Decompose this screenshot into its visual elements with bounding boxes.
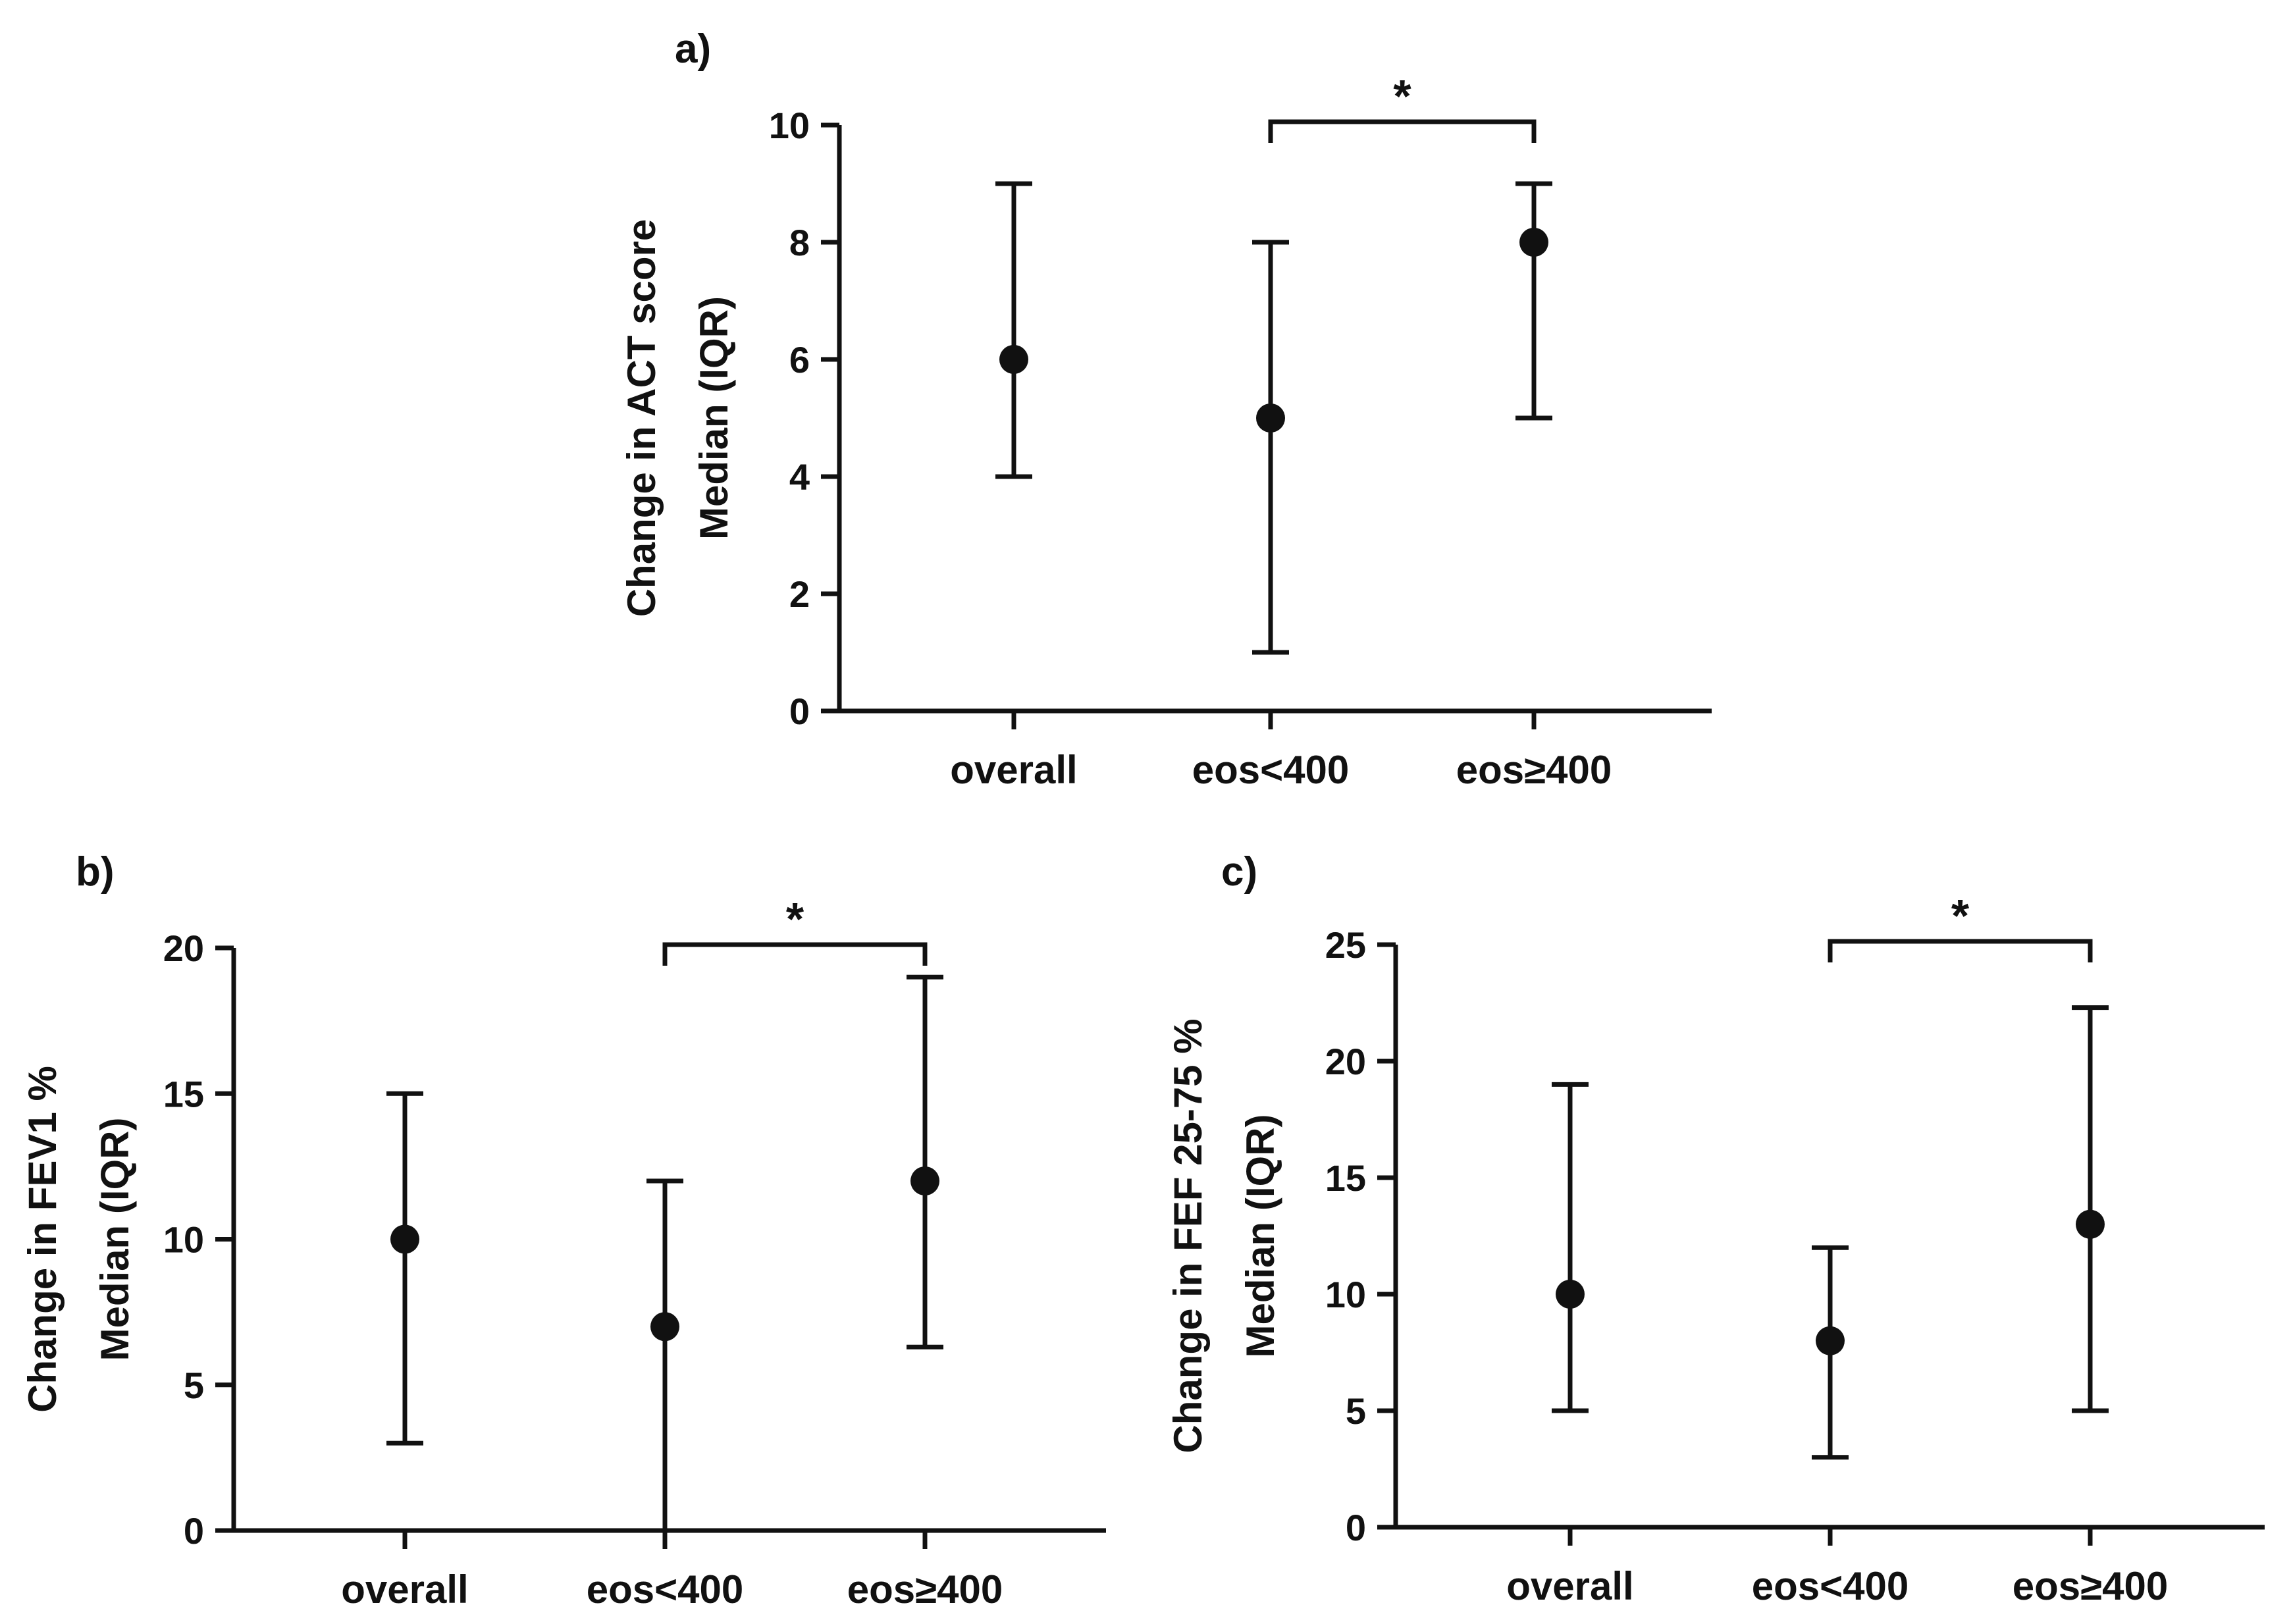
y-tick-label: 5 [184,1365,204,1406]
panel-c: c) 0 5 10 15 20 25 overall eos<400 eos≥400 Change … [1166,849,2265,1608]
y-tick-label: 8 [789,222,810,263]
y-tick-label: 4 [789,456,810,498]
y-tick-label: 0 [1346,1507,1366,1548]
y-tick-label: 6 [789,339,810,380]
y-tick-label: 15 [1325,1157,1366,1199]
significance-star: * [1951,890,1970,941]
y-axis-title-line: Median (IQR) [692,296,736,540]
median-point [1556,1280,1585,1309]
x-category-label: overall [950,748,1077,792]
median-point [999,345,1028,374]
y-tick-label: 0 [184,1510,204,1552]
y-tick-label: 20 [163,928,204,969]
x-category-label: overall [1506,1564,1633,1608]
panel-label: a) [675,26,711,72]
panel-b: b) 0 5 10 15 20 overall eos<400 eos≥400 Change in… [20,849,1106,1611]
median-point [1519,228,1548,257]
significance-bracket [662,942,928,966]
y-axis-title-line: Median (IQR) [1238,1114,1282,1358]
y-axis-title-line: Change in FEV1 % [20,1066,65,1413]
median-point [910,1166,939,1195]
significance-bracket [1268,119,1537,143]
x-category-label: eos≥400 [2013,1564,2168,1608]
x-category-label: eos≥400 [847,1567,1003,1611]
x-category-label: eos<400 [1192,748,1350,792]
y-tick-label: 10 [769,105,810,146]
y-tick-label: 20 [1325,1041,1366,1082]
x-category-label: eos<400 [1752,1564,1909,1608]
y-tick-label: 0 [789,691,810,732]
panel-label: b) [76,849,115,895]
x-category-label: eos≥400 [1456,748,1612,792]
panel-label: c) [1221,849,1257,895]
x-category-label: overall [341,1567,468,1611]
y-axis-title-line: Change in FEF 25-75 % [1166,1018,1210,1453]
y-tick-label: 2 [789,573,810,615]
y-tick-label: 5 [1346,1390,1366,1432]
y-tick-label: 15 [163,1073,204,1114]
y-tick-label: 25 [1325,924,1366,966]
y-axis-title-line: Change in ACT score [619,219,664,617]
y-tick-label: 10 [163,1219,204,1261]
y-tick-label: 10 [1325,1274,1366,1315]
median-point [2076,1209,2105,1239]
panel-a: a) 0 2 4 6 8 10 overall eos<400 eos≥400 Change in … [619,26,1712,792]
median-point [650,1312,679,1342]
median-point [1816,1326,1845,1355]
x-category-label: eos<400 [587,1567,744,1611]
significance-bracket [1828,939,2093,962]
y-axis-title-line: Median (IQR) [93,1118,137,1361]
median-point [1256,404,1285,432]
significance-star: * [786,893,804,945]
median-point [390,1224,419,1254]
significance-star: * [1393,70,1411,122]
